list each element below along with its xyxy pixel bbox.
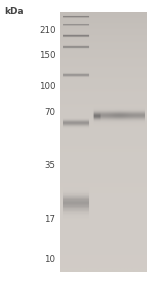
Text: kDa: kDa — [4, 7, 24, 16]
Text: 150: 150 — [39, 51, 56, 60]
Text: 10: 10 — [45, 255, 56, 264]
Text: 100: 100 — [39, 82, 56, 91]
Text: 70: 70 — [45, 108, 56, 117]
Text: 210: 210 — [39, 26, 56, 35]
Text: 17: 17 — [45, 215, 56, 224]
Text: 35: 35 — [45, 161, 56, 170]
